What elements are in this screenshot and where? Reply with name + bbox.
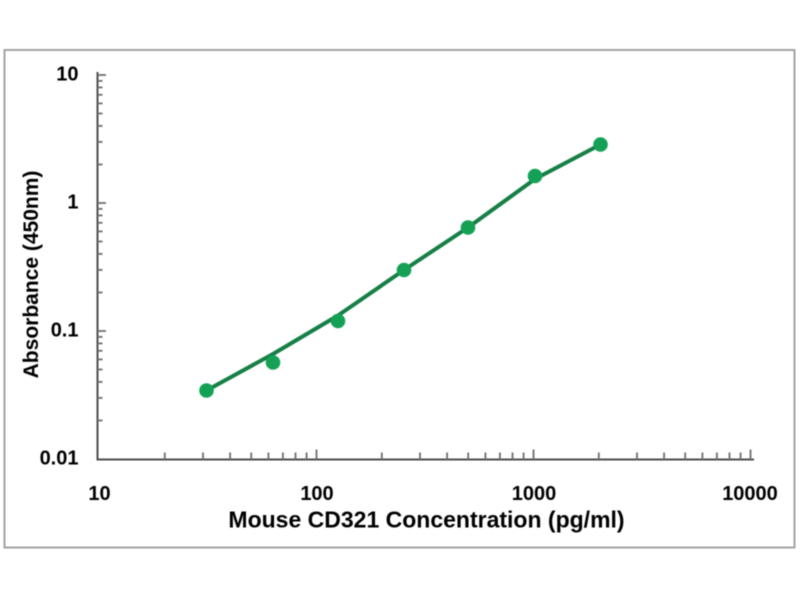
svg-text:0.1: 0.1 xyxy=(51,320,79,342)
svg-text:100: 100 xyxy=(300,483,333,505)
svg-text:1000: 1000 xyxy=(512,483,557,505)
svg-text:Mouse CD321 Concentration (pg/: Mouse CD321 Concentration (pg/ml) xyxy=(228,507,624,533)
svg-text:10: 10 xyxy=(88,483,110,505)
svg-text:10000: 10000 xyxy=(722,483,778,505)
svg-text:10: 10 xyxy=(56,64,78,86)
svg-text:Absorbance (450nm): Absorbance (450nm) xyxy=(20,171,43,379)
svg-text:0.01: 0.01 xyxy=(40,448,79,470)
svg-text:1: 1 xyxy=(67,192,78,214)
